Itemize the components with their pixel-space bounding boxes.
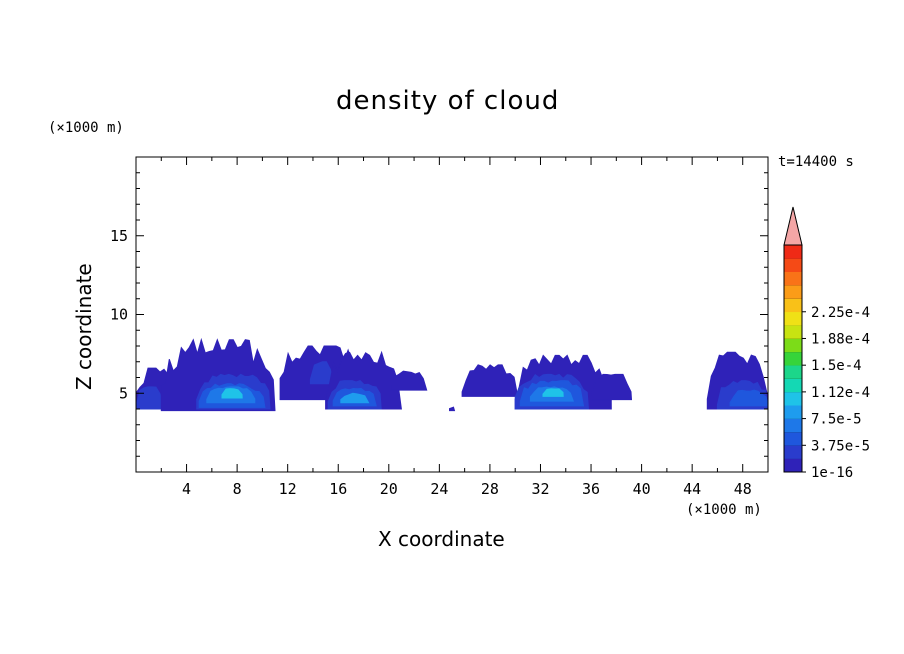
colorbar-swatch [784,271,802,286]
cloud-contour-level-6 [542,388,564,397]
time-label: t=14400 s [778,154,854,170]
colorbar: 1e-16 3.75e-5 7.5e-5 1.12e-4 1.5e-4 1.88e-4 2.… [783,206,870,481]
colorbar-swatch [784,245,802,259]
x-tick-label: 20 [380,480,398,498]
colorbar-swatch [784,391,802,406]
colorbar-label: 1.88e-4 [811,331,870,347]
colorbar-label: 3.75e-5 [811,438,870,454]
colorbar-swatch [784,418,802,433]
cloud-contour-level-1 [461,364,519,397]
x-tick-label: 12 [279,480,297,498]
x-tick-label: 4 [182,480,191,498]
colorbar-swatch [784,338,802,353]
cloud-field [136,337,768,412]
colorbar-overflow-triangle [783,206,803,246]
colorbar-swatch [784,325,802,339]
colorbar-swatch [784,365,802,379]
x-axis-label: X coordinate [378,527,505,551]
y-axis-unit: (×1000 m) [48,120,124,136]
y-tick-label: 15 [110,227,128,245]
colorbar-swatch [784,298,802,313]
cloud-contour-level-1 [390,370,428,391]
colorbar-swatch [784,445,802,459]
x-tick-label: 40 [633,480,651,498]
cloud-contour-level-6 [221,388,243,399]
colorbar-label: 1.12e-4 [811,385,870,401]
x-tick-label: 8 [233,480,242,498]
y-tick-label: 10 [110,306,128,324]
colorbar-swatch [784,405,802,419]
cloud-contour-level-5 [340,392,370,404]
colorbar-swatch [784,458,802,473]
x-tick-label: 32 [531,480,549,498]
cloud-contour-level-1 [449,406,456,412]
y-axis-label: Z coordinate [72,263,96,390]
x-tick-label: 44 [683,480,701,498]
colorbar-swatch [784,311,802,326]
x-tick-label: 16 [329,480,347,498]
plot-frame [135,156,769,473]
colorbar-label: 1.5e-4 [811,358,862,374]
chart-title: density of cloud [336,86,560,116]
plot-area [136,337,768,412]
x-tick-label: 28 [481,480,499,498]
colorbar-label: 2.25e-4 [811,305,870,321]
x-axis-unit: (×1000 m) [686,502,762,518]
cloud-contour-level-1 [590,373,633,401]
colorbar-label: 1e-16 [811,465,853,481]
y-tick-label: 5 [119,384,128,402]
cloud-contour-level-3 [729,389,768,407]
colorbar-swatch [784,285,802,299]
x-tick-label: 48 [734,480,752,498]
colorbar-swatch [784,378,802,393]
colorbar-swatch [784,351,802,366]
x-tick-label: 24 [430,480,448,498]
colorbar-label: 7.5e-5 [811,412,862,428]
x-tick-label: 36 [582,480,600,498]
colorbar-swatch [784,431,802,446]
colorbar-swatch [784,258,802,272]
